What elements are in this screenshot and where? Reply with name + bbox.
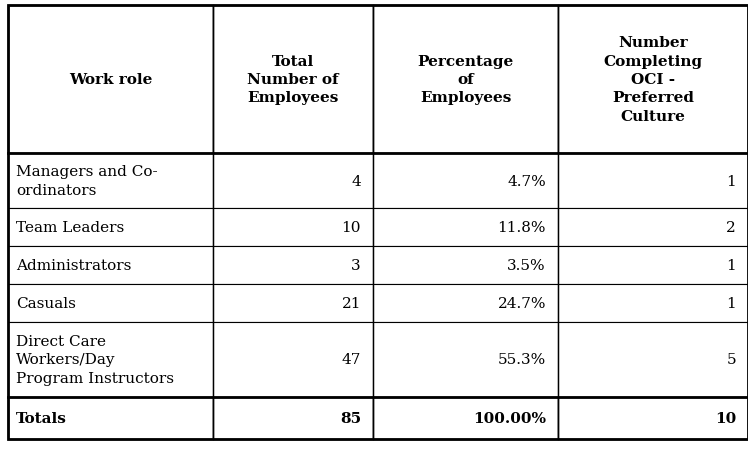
- Text: Casuals: Casuals: [16, 296, 76, 310]
- Bar: [8, 247, 213, 284]
- Bar: [558, 247, 748, 284]
- Text: Percentage
of
Employees: Percentage of Employees: [417, 55, 514, 105]
- Bar: [8, 208, 213, 247]
- Bar: [558, 154, 748, 208]
- Bar: [373, 322, 558, 397]
- Text: 85: 85: [340, 411, 361, 425]
- Text: 100.00%: 100.00%: [473, 411, 546, 425]
- Text: Administrators: Administrators: [16, 258, 132, 273]
- Text: 1: 1: [726, 296, 736, 310]
- Bar: [558, 208, 748, 247]
- Bar: [373, 154, 558, 208]
- Bar: [373, 247, 558, 284]
- Bar: [558, 322, 748, 397]
- Text: 3.5%: 3.5%: [507, 258, 546, 273]
- Bar: [213, 397, 373, 439]
- Bar: [373, 397, 558, 439]
- Text: 10: 10: [342, 221, 361, 234]
- Text: 1: 1: [726, 174, 736, 188]
- Text: 21: 21: [342, 296, 361, 310]
- Bar: [213, 322, 373, 397]
- Text: 5: 5: [726, 353, 736, 367]
- Bar: [8, 154, 213, 208]
- Bar: [558, 6, 748, 154]
- Text: 11.8%: 11.8%: [497, 221, 546, 234]
- Bar: [373, 6, 558, 154]
- Text: Direct Care
Workers/Day
Program Instructors: Direct Care Workers/Day Program Instruct…: [16, 334, 174, 385]
- Text: 10: 10: [715, 411, 736, 425]
- Bar: [213, 154, 373, 208]
- Text: 3: 3: [352, 258, 361, 273]
- Text: 4.7%: 4.7%: [507, 174, 546, 188]
- Text: 47: 47: [342, 353, 361, 367]
- Bar: [213, 284, 373, 322]
- Text: Total
Number of
Employees: Total Number of Employees: [247, 55, 339, 105]
- Bar: [373, 284, 558, 322]
- Bar: [213, 247, 373, 284]
- Bar: [8, 6, 213, 154]
- Text: Totals: Totals: [16, 411, 67, 425]
- Text: Team Leaders: Team Leaders: [16, 221, 124, 234]
- Bar: [558, 284, 748, 322]
- Text: 24.7%: 24.7%: [497, 296, 546, 310]
- Bar: [8, 284, 213, 322]
- Bar: [8, 322, 213, 397]
- Bar: [373, 208, 558, 247]
- Text: 2: 2: [726, 221, 736, 234]
- Text: Work role: Work role: [69, 73, 152, 87]
- Bar: [213, 208, 373, 247]
- Bar: [558, 397, 748, 439]
- Text: Managers and Co-
ordinators: Managers and Co- ordinators: [16, 165, 158, 197]
- Text: 55.3%: 55.3%: [497, 353, 546, 367]
- Bar: [213, 6, 373, 154]
- Text: 1: 1: [726, 258, 736, 273]
- Text: Number
Completing
OCI -
Preferred
Culture: Number Completing OCI - Preferred Cultur…: [604, 36, 702, 123]
- Text: 4: 4: [352, 174, 361, 188]
- Bar: [8, 397, 213, 439]
